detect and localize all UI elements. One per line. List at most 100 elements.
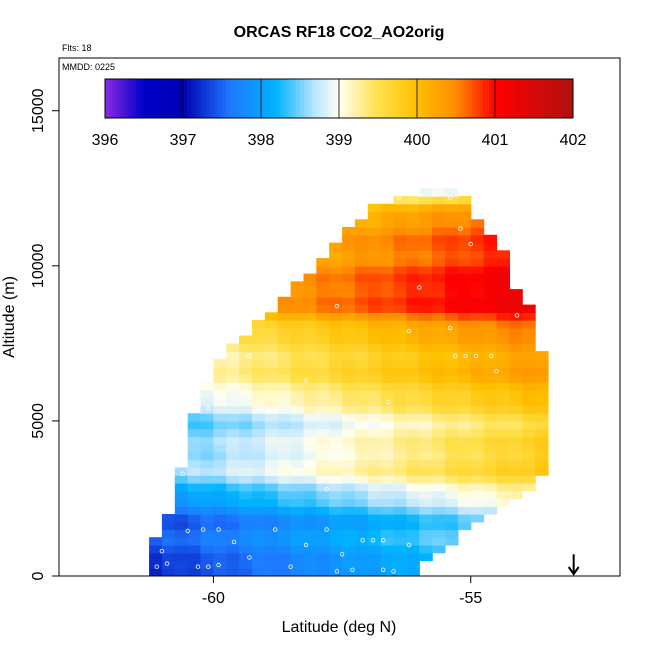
data-cell [535,451,549,461]
data-cell [354,459,369,469]
data-cell [470,506,485,515]
sample-point [463,353,468,358]
colorbar-swatch [498,79,504,118]
data-cell [432,490,446,500]
data-cell [380,389,395,399]
data-cell [432,265,446,275]
data-cell [200,506,214,515]
data-cell [277,514,292,523]
data-cell [432,389,446,399]
data-cell [393,335,407,344]
data-cell [432,312,446,321]
sample-point [473,353,479,358]
data-cell [239,459,253,469]
data-cell [354,467,369,476]
colorbar-swatch [374,79,379,118]
data-cell [380,560,395,569]
data-cell [419,203,433,213]
data-cell [290,451,305,461]
data-cell [445,467,459,476]
data-cell [264,506,279,515]
x-tick-label: -60 [202,590,225,607]
data-cell [161,514,176,523]
colorbar-swatch [311,79,316,118]
data-cell [277,312,292,321]
data-cell [393,265,407,275]
data-cell [277,560,292,569]
data-cell [419,490,433,500]
colorbar-swatch [452,79,457,118]
data-cell [406,304,420,313]
data-cell [342,482,356,492]
data-cell [393,498,407,507]
data-cell [239,537,253,546]
data-cell [470,413,485,422]
data-cell [290,320,305,329]
data-cell [316,444,330,453]
data-cell [161,529,176,538]
data-cell [316,389,330,399]
data-cell [522,382,536,391]
data-cell [277,490,292,500]
data-cell [213,467,227,476]
data-cell [329,366,343,375]
flight-marker [567,554,580,576]
data-cell [213,358,227,368]
data-cell [380,537,395,546]
x-tick-label: -55 [459,590,482,607]
data-cell [290,467,305,476]
data-cell [354,382,369,391]
data-cell [535,420,549,430]
data-cell [329,459,343,469]
data-cell [406,397,420,406]
data-cell [226,560,240,569]
sample-point [339,552,345,557]
data-cell [264,397,279,406]
data-cell [354,389,369,399]
data-cell [329,327,343,337]
data-cell [496,289,510,298]
data-cell [509,459,523,469]
data-cell [367,234,382,244]
data-cell [380,343,395,352]
colorbar-swatch [479,79,484,118]
data-cell [406,506,420,515]
data-cell [445,296,459,306]
data-cell [329,304,343,313]
data-cell [290,289,305,298]
data-cell [277,498,292,507]
data-cell [432,413,446,422]
data-cell [213,436,227,445]
data-cell [380,304,395,313]
colorbar-swatch [362,79,367,118]
data-cell [457,498,472,507]
colorbar-swatch [370,79,375,118]
data-cell [432,537,446,546]
chart-title: ORCAS RF18 CO2_AO2orig [234,24,445,41]
data-cell [419,482,433,492]
data-cell [432,203,446,213]
data-cell [419,521,433,531]
data-cell [367,498,382,507]
data-cell [303,358,317,368]
data-cell [406,265,420,275]
data-cell [393,436,407,445]
data-cell [329,405,343,414]
data-cell [406,490,420,500]
colorbar-swatch [233,79,238,118]
data-cell [226,506,240,515]
data-cell [445,521,459,531]
data-cell [264,405,279,414]
data-cell [303,420,317,430]
data-cell [187,514,202,523]
data-cell [419,250,433,259]
data-cell [445,436,459,445]
data-cell [445,413,459,422]
data-cell [470,467,485,476]
data-cell [470,358,485,368]
data-cell [419,374,433,383]
data-cell [252,320,266,329]
data-cell [239,428,253,438]
colorbar-swatch [284,79,289,118]
data-cell [290,537,305,546]
